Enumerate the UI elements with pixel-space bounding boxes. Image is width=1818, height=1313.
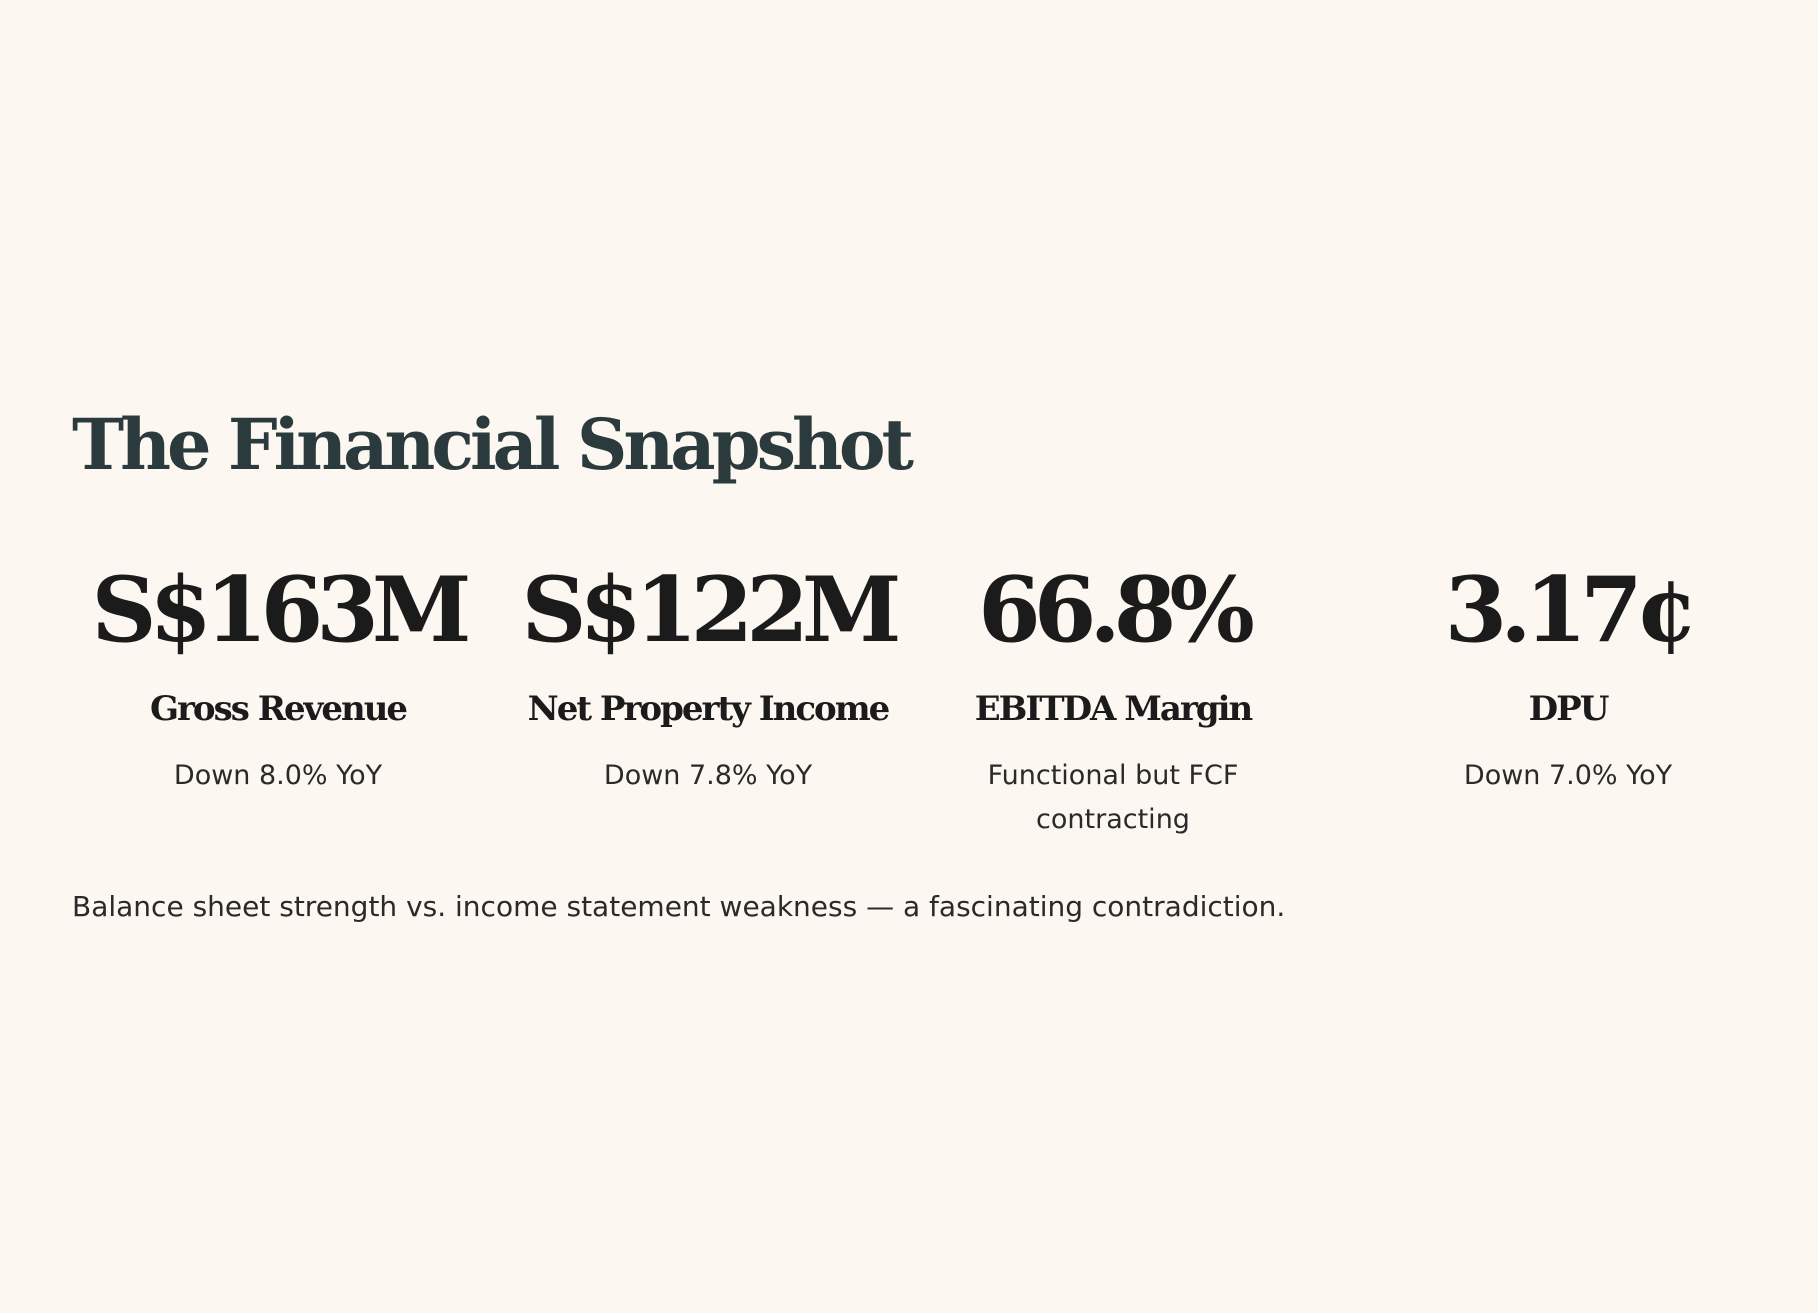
- metric-gross-revenue: S$163M Gross Revenue Down 8.0% YoY: [88, 557, 471, 798]
- metric-label: EBITDA Margin: [974, 689, 1254, 729]
- metric-note: Down 7.0% YoY: [1463, 760, 1673, 792]
- metric-dpu: 3.17¢ DPU Down 7.0% YoY: [1378, 565, 1758, 798]
- metric-label: Gross Revenue: [149, 689, 408, 729]
- metric-value: 66.8%: [978, 557, 1255, 663]
- metric-label: DPU: [1528, 689, 1610, 729]
- metric-net-property-income: S$122M Net Property Income Down 7.8% YoY: [518, 557, 901, 798]
- metric-value: 3.17¢: [1444, 557, 1699, 663]
- metric-note: Down 7.8% YoY: [603, 760, 813, 792]
- footnote: Balance sheet strength vs. income statem…: [72, 890, 1286, 923]
- metric-note: Functional but FCF contracting: [987, 760, 1239, 836]
- metric-label: Net Property Income: [527, 689, 891, 729]
- financial-snapshot-slide: The Financial Snapshot S$163M Gross Reve…: [72, 403, 1746, 923]
- metric-note: Down 8.0% YoY: [173, 760, 383, 792]
- page-title: The Financial Snapshot: [72, 403, 914, 486]
- metric-ebitda-margin: 66.8% EBITDA Margin Functional but FCF c…: [948, 565, 1278, 842]
- metric-value: S$122M: [521, 557, 901, 663]
- metrics-row: S$163M Gross Revenue Down 8.0% YoY S$122…: [72, 565, 1746, 865]
- metric-value: S$163M: [91, 557, 471, 663]
